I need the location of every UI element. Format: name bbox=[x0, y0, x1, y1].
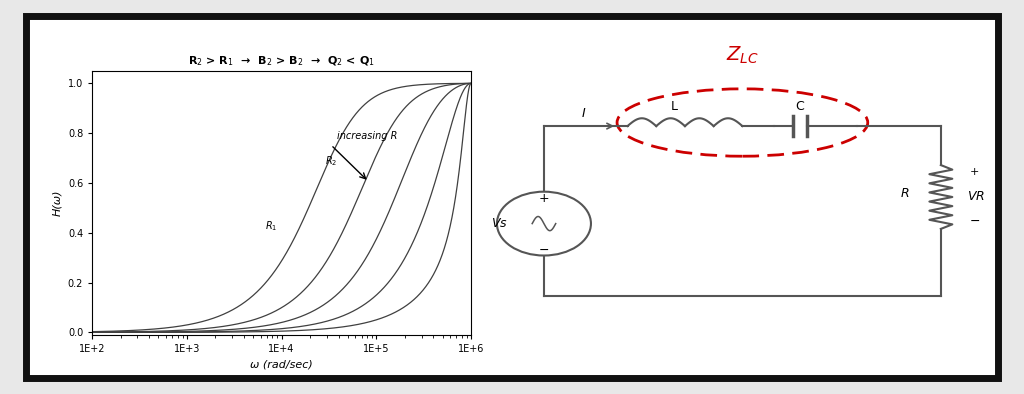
Text: $Z_{LC}$: $Z_{LC}$ bbox=[726, 45, 759, 66]
Text: L: L bbox=[671, 100, 678, 113]
Y-axis label: H(ω): H(ω) bbox=[52, 190, 62, 216]
Text: $I$: $I$ bbox=[581, 107, 586, 120]
Text: +: + bbox=[539, 192, 549, 205]
Text: $R_1$: $R_1$ bbox=[264, 219, 276, 233]
Title: R$_2$ > R$_1$  →  B$_2$ > B$_2$  →  Q$_2$ < Q$_1$: R$_2$ > R$_1$ → B$_2$ > B$_2$ → Q$_2$ < … bbox=[188, 54, 375, 68]
Text: −: − bbox=[970, 216, 980, 228]
Text: increasing R: increasing R bbox=[337, 131, 397, 141]
Text: −: − bbox=[539, 244, 549, 256]
Text: $R_2$: $R_2$ bbox=[326, 154, 338, 168]
X-axis label: ω (rad/sec): ω (rad/sec) bbox=[250, 359, 313, 370]
Text: C: C bbox=[796, 100, 804, 113]
Text: $VR$: $VR$ bbox=[967, 191, 985, 203]
Text: +: + bbox=[970, 167, 980, 177]
FancyBboxPatch shape bbox=[26, 16, 998, 378]
Text: $R$: $R$ bbox=[899, 187, 909, 200]
Text: $Vs$: $Vs$ bbox=[492, 217, 508, 230]
